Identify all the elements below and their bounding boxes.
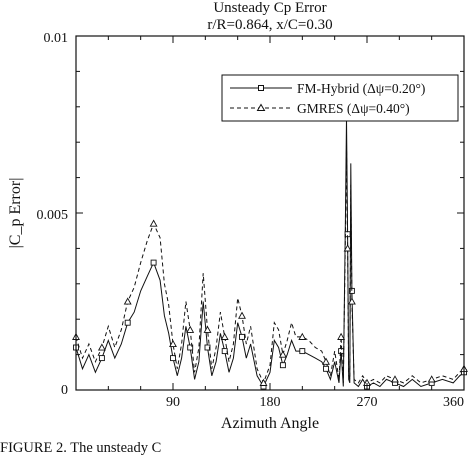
legend-label-gmres: GMRES (Δψ=0.40°) bbox=[297, 101, 410, 116]
data-point-triangle bbox=[322, 357, 330, 365]
x-tick-label-360: 360 bbox=[443, 395, 464, 410]
y-tick-label-0: 0 bbox=[61, 383, 68, 398]
data-point-triangle bbox=[97, 343, 106, 351]
data-point-triangle bbox=[238, 311, 246, 319]
x-axis-title: Azimuth Angle bbox=[221, 415, 319, 432]
legend-box bbox=[221, 74, 459, 122]
chart-subtitle: r/R=0.864, x/C=0.30 bbox=[207, 17, 332, 33]
data-point-triangle bbox=[343, 244, 352, 252]
data-point-square bbox=[279, 362, 286, 369]
data-point-triangle bbox=[149, 219, 158, 227]
y-tick-label-0.005: 0.005 bbox=[37, 208, 69, 223]
legend-square-marker bbox=[258, 85, 264, 91]
series-layer bbox=[72, 117, 468, 390]
data-point-square bbox=[98, 355, 105, 362]
data-point-triangle bbox=[259, 378, 268, 386]
data-point-square bbox=[299, 348, 306, 355]
data-point-triangle bbox=[203, 325, 212, 333]
x-tick-label-180: 180 bbox=[260, 395, 281, 410]
figure-caption: FIGURE 2. The unsteady C bbox=[0, 440, 162, 456]
series-line-gmres bbox=[75, 145, 465, 385]
data-point-triangle bbox=[169, 339, 177, 348]
chart-title: Unsteady Cp Error bbox=[213, 0, 326, 16]
ticks-layer bbox=[75, 35, 465, 391]
data-point-square bbox=[170, 355, 176, 362]
data-point-square bbox=[124, 319, 131, 326]
data-point-square bbox=[187, 344, 194, 351]
x-tick-label-270: 270 bbox=[357, 395, 378, 410]
legend-label-fm-hybrid: FM-Hybrid (Δψ=0.20°) bbox=[297, 81, 425, 96]
data-point-triangle bbox=[278, 350, 287, 358]
data-point-square bbox=[323, 365, 329, 372]
y-tick-label-0.01: 0.01 bbox=[44, 31, 69, 46]
legend-triangle-marker bbox=[256, 103, 266, 111]
x-tick-label-90: 90 bbox=[166, 395, 180, 410]
series-line-fm-hybrid bbox=[75, 117, 465, 388]
data-point-square bbox=[204, 344, 211, 351]
y-axis-title: |C_p Error| bbox=[7, 178, 24, 249]
data-point-triangle bbox=[347, 297, 356, 305]
data-point-square bbox=[150, 259, 157, 266]
data-point-triangle bbox=[220, 332, 229, 340]
data-point-square bbox=[338, 348, 345, 355]
data-point-square bbox=[221, 348, 228, 355]
legend: FM-Hybrid (Δψ=0.20°) GMRES (Δψ=0.40°) bbox=[221, 74, 459, 122]
data-point-triangle bbox=[427, 375, 436, 383]
data-point-triangle bbox=[123, 297, 132, 305]
data-point-triangle bbox=[186, 325, 195, 333]
data-point-triangle bbox=[337, 332, 346, 340]
data-point-triangle bbox=[391, 375, 399, 383]
data-point-square bbox=[239, 333, 245, 340]
data-point-triangle bbox=[298, 332, 307, 340]
